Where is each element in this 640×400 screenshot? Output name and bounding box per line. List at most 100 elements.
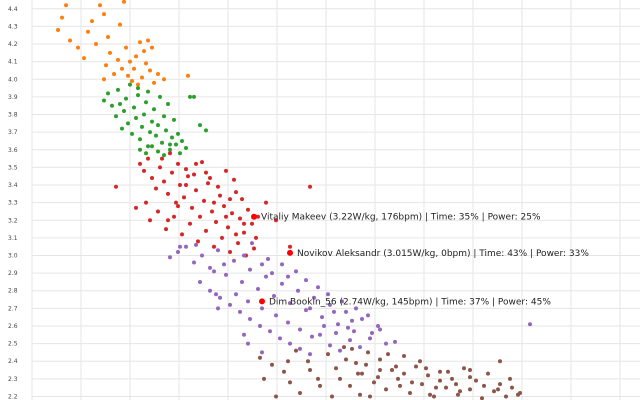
data-point — [208, 265, 212, 270]
data-point — [144, 61, 148, 66]
data-point — [102, 12, 106, 17]
y-tick-label: 2.8 — [8, 288, 18, 295]
data-point — [168, 147, 172, 152]
data-point — [120, 126, 124, 131]
data-point — [280, 262, 284, 267]
data-point — [510, 385, 514, 390]
data-point — [528, 322, 532, 327]
data-point — [160, 156, 164, 161]
data-point — [468, 375, 472, 380]
data-point — [106, 91, 110, 96]
annotation-label: Dim Bookin_56 (2.74W/kg, 145bpm) | Time:… — [269, 297, 551, 307]
data-point — [188, 221, 192, 226]
y-tick-label: 4.1 — [8, 59, 18, 66]
data-point — [468, 387, 472, 392]
y-tick-label: 2.6 — [8, 323, 18, 330]
data-point — [288, 380, 292, 385]
data-point — [222, 204, 226, 209]
data-point — [344, 309, 348, 314]
data-point — [346, 325, 350, 330]
data-point — [162, 114, 166, 119]
data-point — [68, 38, 72, 43]
data-point — [198, 214, 202, 219]
data-point — [198, 279, 202, 284]
y-tick-label: 3.3 — [8, 200, 18, 207]
data-point — [498, 359, 502, 364]
data-point — [242, 253, 246, 258]
data-point — [182, 195, 186, 200]
data-point — [348, 338, 352, 343]
data-point — [216, 248, 220, 253]
data-point — [218, 193, 222, 198]
data-point — [166, 191, 170, 196]
y-tick-label: 3.0 — [8, 253, 18, 260]
data-point — [126, 73, 130, 78]
data-point — [144, 100, 148, 105]
data-point — [486, 371, 490, 376]
data-point — [216, 184, 220, 189]
data-point — [212, 244, 216, 249]
data-point — [212, 200, 216, 205]
data-point — [176, 249, 180, 254]
highlighted-point — [259, 298, 265, 305]
data-point — [204, 228, 208, 233]
data-point — [390, 368, 394, 373]
data-point — [438, 369, 442, 374]
data-point — [178, 244, 182, 249]
data-point — [394, 364, 398, 369]
data-point — [132, 105, 136, 110]
data-point — [190, 205, 194, 210]
y-tick-label: 2.4 — [8, 358, 18, 365]
data-point — [172, 117, 176, 122]
data-point — [148, 218, 152, 223]
data-point — [328, 302, 332, 307]
data-point — [116, 57, 120, 62]
data-point — [248, 316, 252, 321]
data-point — [168, 142, 172, 147]
data-point — [134, 205, 138, 210]
data-point — [94, 42, 98, 47]
data-point — [150, 119, 154, 124]
data-point — [376, 323, 380, 328]
data-point — [194, 242, 198, 247]
data-point — [308, 368, 312, 373]
data-point — [410, 380, 414, 385]
data-point — [86, 29, 90, 34]
data-point — [480, 396, 484, 400]
data-point — [208, 175, 212, 180]
data-point — [504, 394, 508, 399]
data-point — [294, 348, 298, 353]
data-point — [192, 172, 196, 177]
data-point — [146, 144, 150, 149]
data-point — [352, 329, 356, 334]
data-point — [318, 383, 322, 388]
data-point — [156, 149, 160, 154]
data-point — [264, 200, 268, 205]
y-axis-ticks: 2.2 2.3 2.4 2.5 2.6 2.7 2.8 2.9 3.0 3.1 3.2 3.3 3.4 3… — [8, 6, 18, 400]
data-point — [258, 355, 262, 360]
data-point — [298, 390, 302, 395]
data-point — [340, 299, 344, 304]
data-point — [426, 373, 430, 378]
data-point — [420, 382, 424, 387]
data-point — [156, 72, 160, 77]
data-point — [170, 135, 174, 140]
data-point — [122, 0, 126, 4]
data-point — [288, 341, 292, 346]
data-point — [82, 56, 86, 61]
data-point — [134, 116, 138, 121]
data-point — [306, 359, 310, 364]
data-point — [262, 376, 266, 381]
data-point — [162, 77, 166, 82]
data-point — [278, 336, 282, 341]
data-point — [128, 59, 132, 64]
data-point — [252, 246, 256, 251]
data-point — [124, 45, 128, 50]
data-point — [338, 348, 342, 353]
data-point — [204, 128, 208, 133]
data-point — [142, 168, 146, 173]
data-point — [264, 274, 268, 279]
data-point — [432, 394, 436, 399]
data-point — [298, 327, 302, 332]
